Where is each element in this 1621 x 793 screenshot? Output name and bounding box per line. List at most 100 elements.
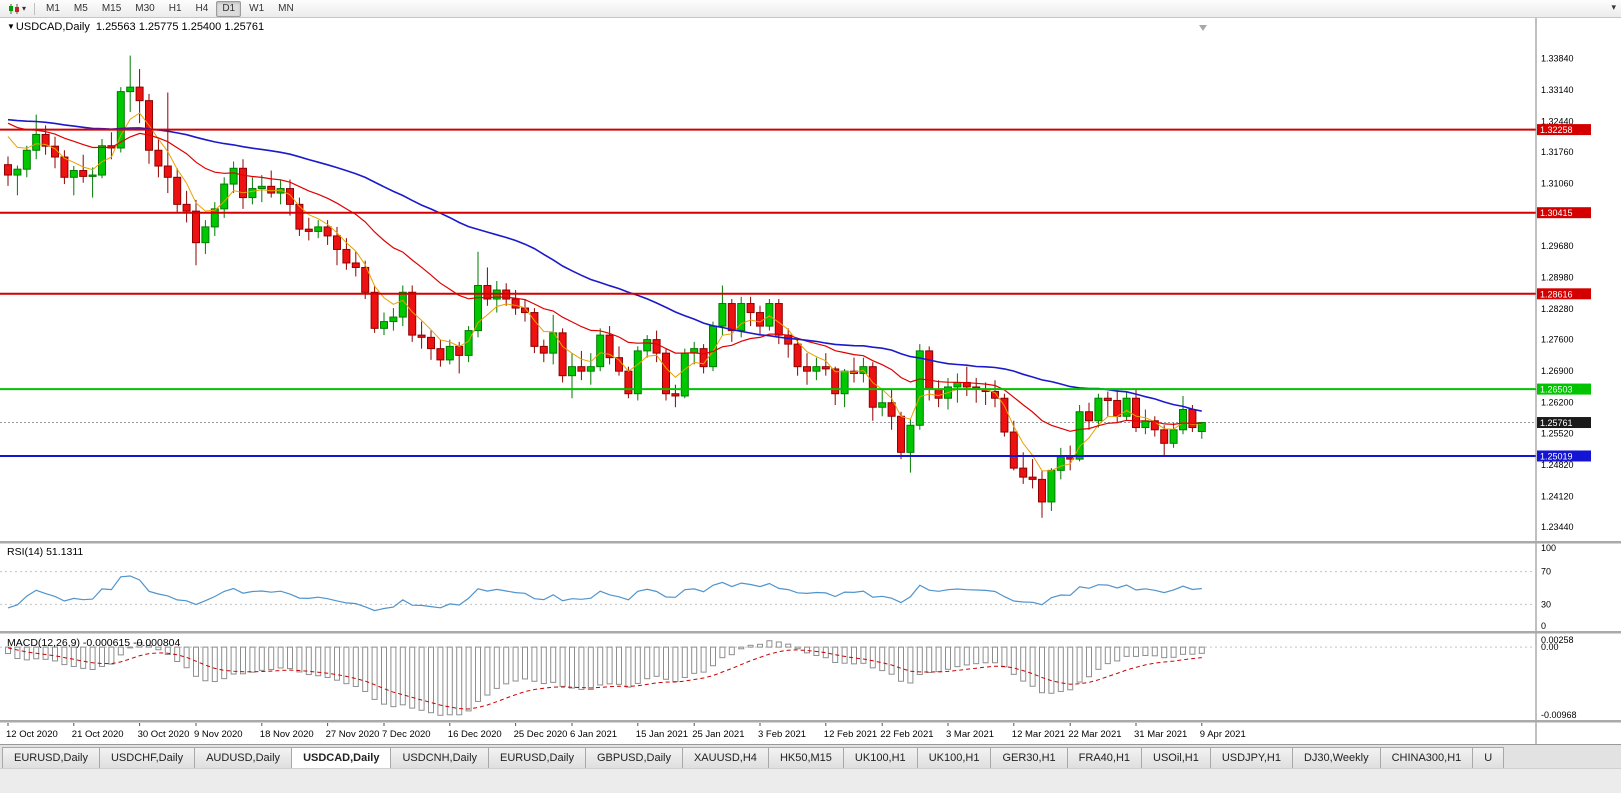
chart-type-button[interactable]: ▾	[4, 1, 29, 17]
chart-tab-usdcnh-daily[interactable]: USDCNH,Daily	[390, 747, 490, 768]
rsi-scale-label: 30	[1541, 599, 1551, 609]
rsi-scale-label: 100	[1541, 543, 1556, 553]
rsi-scale-label: 70	[1541, 567, 1551, 577]
chart-window[interactable]: 1.33840 1.33140 1.32440 1.31760 1.31060 1.296…	[0, 18, 1621, 744]
time-axis[interactable]: 12 Oct 2020 21 Oct 2020 30 Oct 2020 9 Nov 2…	[6, 723, 1246, 740]
chart-tab-eurusd-daily[interactable]: EURUSD,Daily	[2, 747, 100, 768]
price-badge-label: 1.32258	[1540, 125, 1573, 135]
macd-scale-label: 0.00	[1541, 642, 1559, 652]
price-axis-tick: 1.26900	[1541, 366, 1574, 376]
chart-tab-fra40-h1[interactable]: FRA40,H1	[1066, 747, 1143, 768]
timeframe-h1[interactable]: H1	[168, 2, 182, 14]
time-axis-label: 21 Oct 2020	[72, 729, 124, 740]
price-badge	[1537, 450, 1591, 462]
panel-splitter[interactable]	[0, 720, 1621, 723]
chart-tab-uk100-h1[interactable]: UK100,H1	[916, 747, 992, 768]
time-axis-label: 12 Mar 2021	[1012, 729, 1065, 740]
time-axis-label: 30 Oct 2020	[138, 729, 190, 740]
chart-tab-usdjpy-h1[interactable]: USDJPY,H1	[1209, 747, 1293, 768]
chevron-down-icon: ▾	[22, 3, 27, 13]
price-axis-tick: 1.31060	[1541, 179, 1574, 189]
timeframe-d1[interactable]: D1	[216, 0, 242, 17]
chart-tab-ger30-h1[interactable]: GER30,H1	[990, 747, 1068, 768]
price-badge-label: 1.28616	[1540, 289, 1573, 299]
macd-histogram	[5, 640, 1205, 716]
price-axis-tick: 1.33140	[1541, 85, 1574, 95]
price-badge-label: 1.25761	[1540, 418, 1573, 428]
timeframe-buttons: M1 M5 M15 M30 H1 H4 D1 W1 MN	[40, 0, 300, 17]
price-axis-tick: 1.24820	[1541, 460, 1574, 470]
chart-background	[0, 18, 1621, 744]
chart-tab-eurusd-daily[interactable]: EURUSD,Daily	[488, 747, 586, 768]
price-axis[interactable]: 1.33840 1.33140 1.32440 1.31760 1.31060 1.296…	[1535, 18, 1591, 744]
timeframe-h4[interactable]: H4	[195, 2, 209, 14]
candlestick-chart-icon	[9, 3, 19, 14]
price-axis-tick: 1.23440	[1541, 522, 1574, 532]
panel-splitter[interactable]	[0, 541, 1621, 544]
price-chart[interactable]: 1.33840 1.33140 1.32440 1.31760 1.31060 1.296…	[0, 18, 1621, 744]
price-axis-tick: 1.26200	[1541, 398, 1574, 408]
time-axis-label: 25 Jan 2021	[692, 729, 744, 740]
top-toolbar: ▾ M1 M5 M15 M30 H1 H4 D1 W1 MN ▾	[0, 0, 1621, 18]
price-axis-tick: 1.28980	[1541, 272, 1574, 282]
time-axis-label: 18 Nov 2020	[260, 729, 314, 740]
price-badge	[1537, 207, 1591, 219]
ma-slow-line	[7, 118, 1202, 412]
timeframe-m30[interactable]: M30	[135, 2, 155, 14]
chart-tab-uk100-h1[interactable]: UK100,H1	[842, 747, 918, 768]
chart-tab-usdchf-daily[interactable]: USDCHF,Daily	[98, 747, 196, 768]
time-axis-label: 27 Nov 2020	[326, 729, 380, 740]
time-axis-label: 7 Dec 2020	[382, 729, 431, 740]
time-axis-label: 12 Feb 2021	[824, 729, 877, 740]
status-bar	[0, 768, 1621, 793]
chart-tab-gbpusd-daily[interactable]: GBPUSD,Daily	[585, 747, 683, 768]
chart-tab-u[interactable]: U	[1472, 747, 1505, 768]
price-axis-tick: 1.28280	[1541, 304, 1574, 314]
toolbar-overflow-icon[interactable]: ▾	[1611, 2, 1616, 12]
ma-fast-line	[7, 112, 1202, 472]
price-axis-tick: 1.32440	[1541, 116, 1574, 126]
chart-tab-dj30-weekly[interactable]: DJ30,Weekly	[1291, 747, 1381, 768]
chart-tab-china300-h1[interactable]: CHINA300,H1	[1379, 747, 1474, 768]
chart-tab-audusd-daily[interactable]: AUDUSD,Daily	[194, 747, 293, 768]
time-axis-label: 25 Dec 2020	[514, 729, 568, 740]
price-badge-label: 1.30415	[1540, 208, 1573, 218]
rsi-panel[interactable]: 100 70 30 0	[0, 543, 1556, 631]
time-axis-label: 3 Mar 2021	[946, 729, 994, 740]
timeframe-m1[interactable]: M1	[46, 2, 60, 14]
chart-tab-hk50-m15[interactable]: HK50,M15	[767, 747, 844, 768]
rsi-line	[7, 575, 1202, 612]
price-badge-label: 1.26503	[1540, 385, 1573, 395]
price-axis-tick: 1.33840	[1541, 53, 1574, 63]
panel-splitter[interactable]	[0, 631, 1621, 634]
price-axis-tick: 1.24120	[1541, 492, 1574, 502]
timeframe-m5[interactable]: M5	[73, 2, 88, 14]
time-axis-label: 15 Jan 2021	[636, 729, 688, 740]
candlesticks	[4, 55, 1206, 518]
price-badge	[1537, 288, 1591, 300]
price-panel[interactable]	[0, 25, 1536, 518]
time-axis-label: 22 Mar 2021	[1068, 729, 1121, 740]
price-axis-tick: 1.27600	[1541, 335, 1574, 345]
chart-tab-usoil-h1[interactable]: USOil,H1	[1141, 747, 1211, 768]
rsi-scale-label: 0	[1541, 621, 1546, 631]
macd-scale-label: -0.00968	[1541, 710, 1577, 720]
time-axis-label: 16 Dec 2020	[448, 729, 502, 740]
timeframe-mn[interactable]: MN	[278, 2, 294, 14]
time-axis-label: 6 Jan 2021	[570, 729, 617, 740]
time-axis-label: 12 Oct 2020	[6, 729, 58, 740]
timeframe-m15[interactable]: M15	[101, 2, 122, 14]
macd-scale-label: 0.00258	[1541, 635, 1574, 645]
price-axis-tick: 1.29680	[1541, 241, 1574, 251]
chart-tab-usdcad-daily[interactable]: USDCAD,Daily	[291, 747, 392, 768]
price-axis-tick: 1.25520	[1541, 428, 1574, 438]
time-axis-label: 3 Feb 2021	[758, 729, 806, 740]
price-badge	[1537, 417, 1591, 429]
timeframe-w1[interactable]: W1	[249, 2, 265, 14]
price-badge-label: 1.25019	[1540, 451, 1573, 461]
time-axis-label: 9 Nov 2020	[194, 729, 243, 740]
toolbar-separator	[34, 2, 36, 15]
chart-tab-xauusd-h4[interactable]: XAUUSD,H4	[681, 747, 769, 768]
time-axis-label: 9 Apr 2021	[1200, 729, 1246, 740]
